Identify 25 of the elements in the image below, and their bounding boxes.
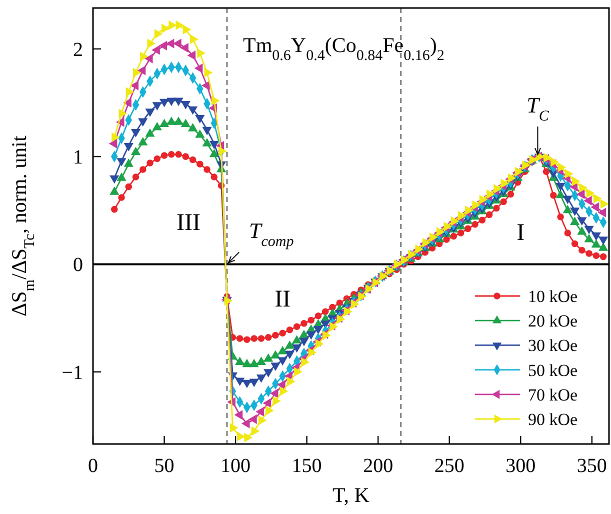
x-tick-label: 350	[576, 455, 607, 477]
x-tick-label: 100	[220, 455, 251, 477]
annotation: I	[516, 220, 525, 246]
chart-title: Tm$_{0.6}$Y$_{0.4}$(Co$_{0.84}$Fe$_{0.16}$)$_{2}$	[243, 33, 444, 64]
x-axis-title: T, K	[332, 483, 370, 507]
legend-label: 90 kOe	[528, 410, 578, 429]
annotation: T$_{C}$	[526, 92, 550, 125]
x-tick-label: 300	[506, 455, 536, 477]
legend-label: 30 kOe	[528, 336, 578, 356]
y-tick-label: −1	[62, 362, 83, 384]
legend-label: 50 kOe	[528, 360, 578, 380]
x-tick-label: 0	[88, 455, 98, 477]
annotation: III	[176, 210, 200, 236]
annotation: T$_{comp}$	[248, 218, 294, 250]
x-tick-label: 150	[292, 455, 322, 477]
annotation: II	[274, 286, 291, 313]
legend-label: 70 kOe	[528, 385, 578, 404]
y-tick-label: 2	[73, 38, 83, 61]
legend-label: 10 kOe	[528, 287, 578, 306]
x-tick-label: 200	[363, 455, 394, 477]
x-tick-label: 50	[154, 455, 174, 477]
y-tick-label: 0	[73, 254, 83, 276]
x-tick-label: 250	[434, 455, 464, 477]
y-tick-label: 1	[73, 146, 83, 169]
legend-label: 20 kOe	[528, 312, 578, 331]
